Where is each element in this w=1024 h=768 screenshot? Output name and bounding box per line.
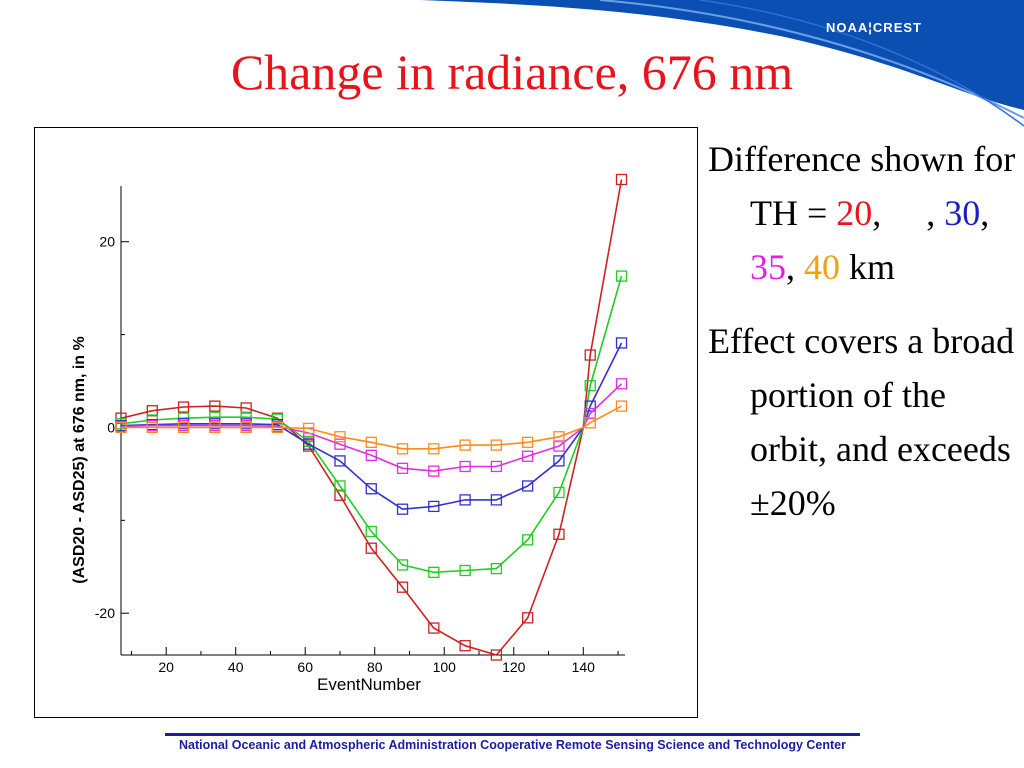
th-value-20: 20: [836, 193, 873, 233]
data-point-marker: [490, 649, 503, 661]
data-point-marker: [396, 581, 409, 593]
data-point-marker: [490, 494, 503, 506]
th-value-30: 30: [944, 193, 981, 233]
data-point-marker: [177, 401, 190, 413]
data-point-marker: [146, 405, 158, 417]
data-point-marker: [490, 562, 503, 575]
data-point-marker: [522, 436, 534, 448]
footer-text: National Oceanic and Atmospheric Adminis…: [178, 738, 847, 752]
data-point-marker: [146, 421, 158, 434]
x-tick-label: 80: [367, 659, 383, 675]
data-point-marker: [553, 431, 565, 443]
bullet-difference: Difference shown for TH = 20, , 30, 35, …: [708, 132, 1018, 294]
y-tick-label: 0: [107, 419, 115, 435]
separator: , ,: [872, 193, 945, 233]
data-point-marker: [303, 422, 315, 435]
data-point-marker: [334, 455, 346, 467]
data-point-marker: [553, 440, 565, 452]
data-point-marker: [584, 400, 596, 412]
data-point-marker: [209, 421, 221, 434]
data-point-marker: [396, 559, 409, 571]
data-point-marker: [365, 436, 377, 448]
data-point-marker: [334, 480, 346, 492]
y-tick-label: 20: [99, 234, 115, 250]
data-point-marker: [334, 431, 346, 443]
bullet-difference-text: Difference shown for TH =: [708, 139, 1016, 233]
y-tick-label: -20: [95, 605, 115, 621]
data-point-marker: [490, 439, 503, 451]
data-point-marker: [396, 443, 409, 455]
separator: ,: [786, 247, 804, 287]
data-point-marker: [522, 480, 534, 492]
header-swoosh: [420, 0, 1024, 127]
data-point-marker: [115, 421, 127, 434]
data-point-marker: [334, 438, 346, 450]
data-point-marker: [584, 407, 596, 420]
data-point-marker: [365, 483, 377, 495]
data-point-marker: [428, 566, 440, 578]
x-tick-label: 20: [158, 659, 174, 675]
data-point-marker: [584, 417, 596, 429]
data-point-marker: [240, 421, 252, 434]
data-point-marker: [553, 455, 565, 467]
data-point-marker: [365, 542, 377, 554]
footer-divider: [165, 733, 860, 736]
data-point-marker: [459, 564, 471, 577]
th-value-35: 35: [750, 247, 786, 287]
data-point-marker: [365, 449, 377, 461]
data-point-marker: [584, 380, 596, 392]
data-point-marker: [615, 400, 628, 412]
data-point-marker: [522, 534, 534, 546]
data-point-marker: [428, 622, 440, 634]
data-point-marker: [615, 378, 628, 390]
x-axis-label: EventNumber: [317, 675, 421, 694]
data-point-marker: [522, 612, 534, 624]
data-point-marker: [396, 503, 409, 515]
data-point-marker: [271, 421, 284, 434]
data-point-marker: [553, 528, 565, 540]
data-point-marker: [459, 460, 471, 473]
data-point-marker: [209, 400, 221, 412]
data-point-marker: [303, 438, 315, 450]
th-value-40: 40: [804, 247, 840, 287]
data-point-marker: [615, 270, 628, 282]
noaa-crest-logo: NOAA¦CREST: [826, 20, 922, 35]
data-point-marker: [615, 173, 628, 186]
x-tick-label: 100: [433, 659, 457, 675]
data-point-marker: [615, 337, 628, 349]
separator: ,: [980, 193, 990, 233]
data-point-marker: [365, 525, 377, 538]
data-point-marker: [428, 443, 440, 455]
data-point-marker: [522, 450, 534, 462]
page-title: Change in radiance, 676 nm: [230, 44, 794, 100]
data-point-marker: [396, 462, 409, 474]
data-point-marker: [490, 460, 503, 473]
x-tick-label: 60: [297, 659, 313, 675]
data-point-marker: [240, 402, 252, 414]
bullet-list: Difference shown for TH = 20, , 30, 35, …: [708, 132, 1018, 530]
x-tick-label: 140: [572, 659, 596, 675]
x-tick-label: 120: [502, 659, 526, 675]
unit-text: km: [840, 247, 896, 287]
x-tick-label: 40: [228, 659, 244, 675]
data-point-marker: [334, 489, 346, 501]
bullet-effect: Effect covers a broad portion of the orb…: [708, 321, 1015, 523]
y-axis-label: (ASD20 - ASD25) at 676 nm, in %: [71, 336, 88, 583]
data-point-marker: [428, 500, 440, 513]
data-point-marker: [459, 439, 471, 451]
data-point-marker: [584, 349, 596, 361]
data-point-marker: [177, 421, 190, 434]
radiance-change-chart: 20 40 60 80 100 120 140 20 0 -20 EventNumber (ASD…: [71, 173, 628, 694]
series-line-4: [121, 405, 622, 450]
data-point-marker: [553, 486, 565, 499]
data-point-marker: [428, 465, 440, 477]
data-point-marker: [459, 494, 471, 506]
chart-frame: 20 40 60 80 100 120 140 20 0 -20 EventNumber (ASD…: [34, 127, 698, 718]
data-point-marker: [459, 640, 471, 652]
